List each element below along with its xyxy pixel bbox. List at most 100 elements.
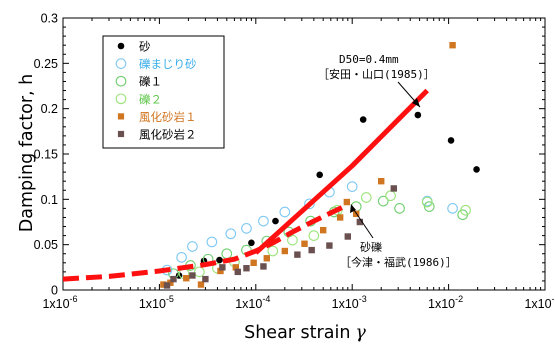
x-axis-title-symbol: γ [355,323,366,343]
y-tick-label: 0.1 [41,193,58,207]
data-point [447,203,458,214]
data-point [176,252,187,263]
data-point [316,171,323,179]
data-point [272,217,279,225]
legend-label: 礫１ [139,75,162,89]
annotation-2-arrowhead [350,204,356,213]
data-point [263,255,270,262]
x-tick-label: 1x10-3 [332,294,367,311]
x-tick-base: 1x10 [139,297,166,311]
solid-reference-curve [254,88,429,255]
legend-marker [117,130,125,138]
data-point [360,192,372,203]
y-tick-label: 0.15 [34,148,58,162]
data-point [234,268,241,276]
dashed-reference-curve [62,202,349,282]
series-6 [163,185,397,289]
data-point [359,116,367,123]
x-tick-exponent: -1 [552,294,555,304]
data-point [160,281,167,288]
data-point [287,234,298,246]
data-point [421,196,433,208]
data-point [189,272,196,279]
data-point [260,263,267,270]
data-point [356,218,364,226]
x-tick-exponent: -6 [70,294,78,304]
data-point [390,185,397,192]
legend-marker [117,113,125,120]
data-point [346,181,358,192]
legend-label: 礫２ [139,92,162,106]
x-tick-base: 1x10 [42,297,69,311]
data-point [163,282,171,289]
data-point [194,266,205,278]
x-tick-label: 1x10-5 [139,294,174,311]
y-tick-label: 0.25 [34,57,58,71]
legend-label: 風化砂岩１ [139,110,197,124]
data-point [385,190,396,202]
y-tick-labels: 0 0.05 0.1 0.15 0.2 0.25 0.3 [34,12,58,298]
x-tick-label: 1x10-1 [524,294,555,311]
x-tick-base: 1x10 [332,297,359,311]
data-point [216,256,223,264]
data-point [294,251,301,258]
legend-marker [115,93,127,105]
data-point [449,42,456,49]
data-point [258,215,269,227]
data-point [187,241,198,252]
y-tick-label: 0 [51,284,58,298]
annotation-1-arrowhead [412,98,420,107]
data-point [336,214,344,221]
data-point [326,242,333,249]
data-point [414,111,422,119]
data-point [308,246,315,254]
x-tick-label: 1x10-6 [42,294,77,311]
legend-label: 礫まじり砂 [139,57,197,71]
x-tick-exponent: -4 [262,294,270,304]
legend-label: 風化砂岩２ [139,128,197,142]
data-point [206,236,218,248]
data-point [344,233,351,240]
data-point [167,279,174,286]
data-point [219,264,226,271]
data-point [473,166,480,173]
data-point [281,247,289,255]
data-point [170,275,177,283]
data-point [319,226,327,234]
legend-label: 砂 [139,40,151,54]
data-point [308,230,320,241]
x-axis-title: Shear strain γ [244,323,366,343]
x-tick-base: 1x10 [428,297,455,311]
x-tick-exponent: -2 [455,294,463,304]
x-tick-base: 1x10 [235,297,262,311]
y-tick-label: 0.3 [41,12,58,26]
legend-box [102,35,225,149]
x-tick-label: 1x10-2 [428,294,463,311]
data-point [248,239,255,247]
x-tick-label: 1x10-4 [235,294,270,311]
data-point [267,245,279,257]
data-point [377,195,389,207]
data-point [250,259,257,266]
y-tick-label: 0.05 [34,238,58,252]
y-tick-label: 0.2 [41,102,58,116]
data-point [460,204,471,216]
reference-curves [62,88,429,282]
y-axis-title: Damping factor, h [17,74,37,232]
data-point [197,281,205,288]
data-point [225,228,237,240]
data-point [343,198,351,206]
data-point [243,265,250,272]
annotation-2-leader [351,206,374,239]
data-point [304,198,315,210]
data-point [183,275,190,282]
data-point [217,267,224,275]
data-point [378,178,385,185]
data-point [447,137,455,144]
data-point [279,206,291,218]
x-tick-exponent: -3 [359,294,367,304]
data-point [394,203,405,214]
